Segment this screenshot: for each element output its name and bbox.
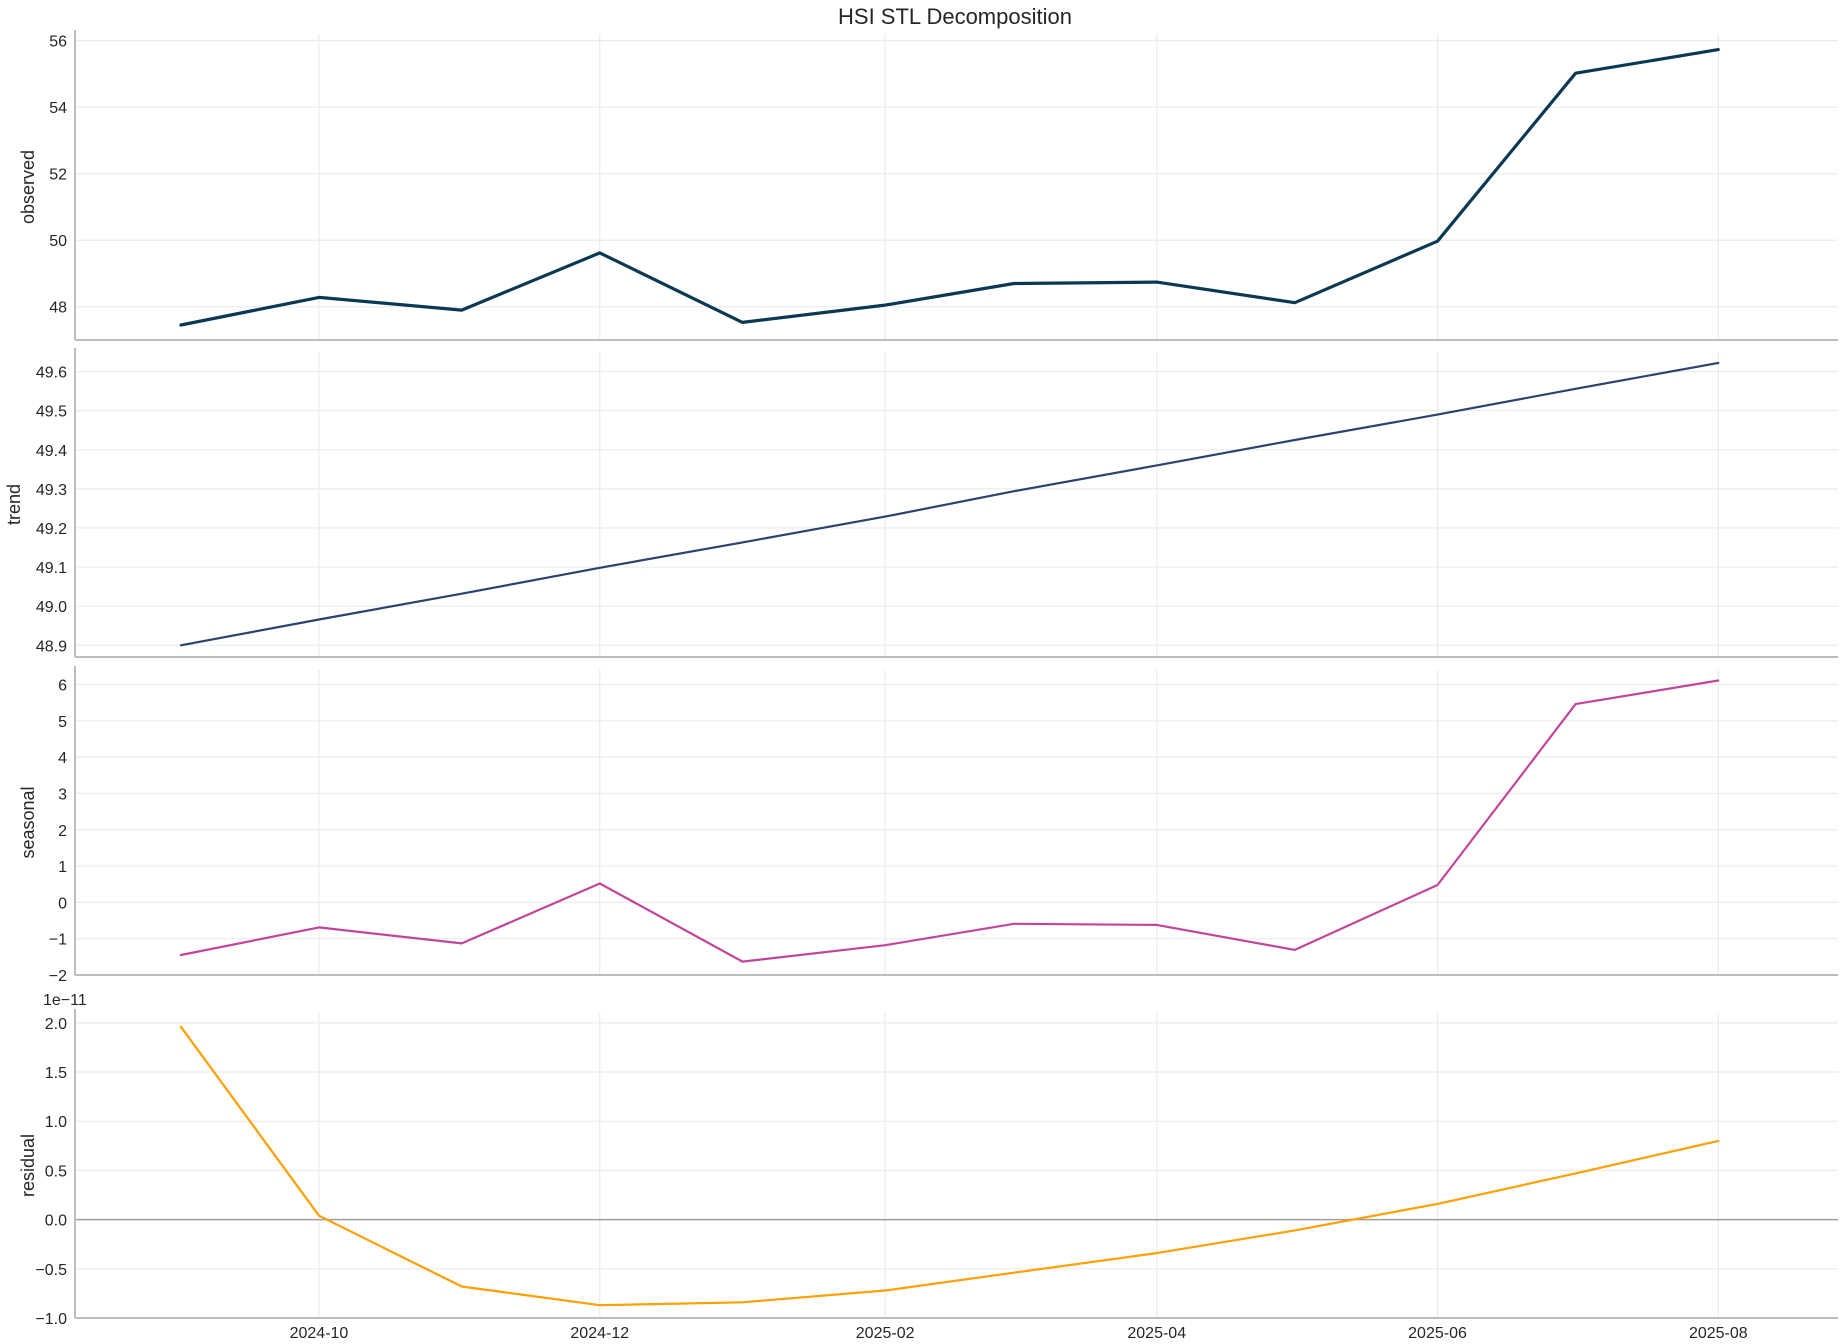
y-tick-label: 1 <box>58 859 67 876</box>
y-tick-label: 49.5 <box>36 404 67 421</box>
y-tick-label: 0.5 <box>45 1163 67 1180</box>
x-tick-label: 2025-02 <box>856 1325 915 1342</box>
series-line-residual <box>179 1025 1720 1307</box>
y-tick-label: 48 <box>49 300 67 317</box>
y-tick-label: −2 <box>49 968 67 985</box>
y-tick-label: 49.3 <box>36 482 67 499</box>
y-tick-label: 49.0 <box>36 599 67 616</box>
x-tick-label: 2024-10 <box>290 1325 349 1342</box>
x-tick-label: 2025-06 <box>1408 1325 1467 1342</box>
panel-residual: −1.0 −0.5 0.0 0.5 1.0 1.5 2.0 residual 1e−11 2024… <box>18 992 1838 1342</box>
y-tick-label: 0.0 <box>45 1213 67 1230</box>
y-tick-label: 50 <box>49 233 67 250</box>
series-line-seasonal <box>179 679 1720 963</box>
chart-title: HSI STL Decomposition <box>838 4 1072 29</box>
panel-seasonal: −2 −1 0 1 2 3 4 5 6 seasonal <box>18 666 1838 985</box>
y-tick-label: 6 <box>58 678 67 695</box>
y-tick-label: 0 <box>58 895 67 912</box>
panel-trend: 48.9 49.0 49.1 49.2 49.3 49.4 49.5 49.6 trend <box>4 348 1838 658</box>
y-tick-label: 48.9 <box>36 638 67 655</box>
y-tick-label: 56 <box>49 34 67 51</box>
y-tick-label: −1.0 <box>35 1311 67 1328</box>
x-tick-label: 2025-04 <box>1127 1325 1186 1342</box>
y-tick-label: 49.4 <box>36 443 67 460</box>
y-tick-label: 49.1 <box>36 560 67 577</box>
y-tick-label: 5 <box>58 714 67 731</box>
panel-observed: 48 50 52 54 56 observed <box>18 30 1838 341</box>
y-tick-label: 1.0 <box>45 1114 67 1131</box>
y-tick-label: 49.6 <box>36 365 67 382</box>
y-tick-label: 2 <box>58 823 67 840</box>
y-tick-label: −0.5 <box>35 1262 67 1279</box>
y-axis-label: trend <box>4 484 24 525</box>
y-axis-label: seasonal <box>18 786 38 858</box>
y-tick-label: −1 <box>49 932 67 949</box>
y-axis-label: residual <box>18 1134 38 1197</box>
y-tick-label: 3 <box>58 786 67 803</box>
y-tick-label: 4 <box>58 750 67 767</box>
y-tick-label: 1.5 <box>45 1065 67 1082</box>
y-tick-label: 49.2 <box>36 521 67 538</box>
x-tick-label: 2025-08 <box>1689 1325 1748 1342</box>
y-tick-label: 52 <box>49 167 67 184</box>
series-line-trend <box>179 361 1720 647</box>
y-tick-label: 54 <box>49 100 67 117</box>
y-axis-label: observed <box>18 150 38 224</box>
x-tick-label: 2024-12 <box>570 1325 629 1342</box>
y-offset-label: 1e−11 <box>43 992 87 1009</box>
y-tick-label: 2.0 <box>45 1016 67 1033</box>
series-line-observed <box>179 47 1720 327</box>
